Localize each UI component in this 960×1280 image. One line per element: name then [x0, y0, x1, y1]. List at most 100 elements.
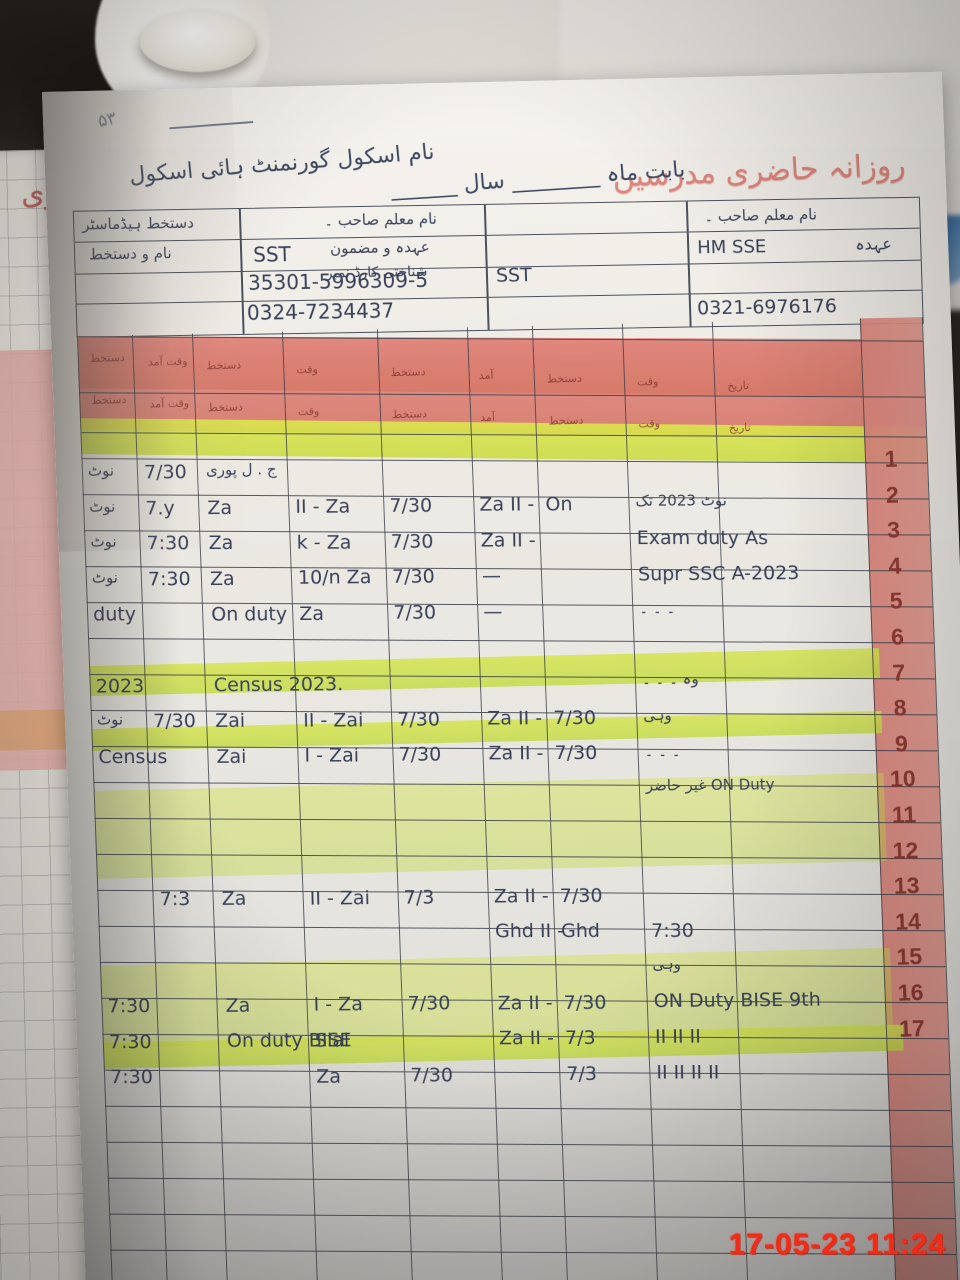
cell-r3-c2: 7:30	[147, 567, 191, 591]
cell-r15-c7: 7/30	[563, 991, 607, 1014]
info-label-teacher-name: نام معلم صاحب ۔	[323, 209, 438, 230]
white-cap-knob	[140, 12, 255, 72]
row-number-6: 6	[890, 623, 905, 650]
cell-r1-c1: نوٹ	[89, 497, 116, 516]
column-header-b-8: تاریخ	[728, 420, 751, 435]
cell-r4-c4: Za	[299, 602, 325, 625]
column-header-b-4: دستخط	[391, 407, 428, 421]
page-corner-mark: ۵۳	[95, 108, 119, 133]
register-page: ۵۳ روزانہ حاضری مدرسین بابت ماہ ________…	[42, 71, 960, 1280]
column-header-4: دستخط	[390, 365, 426, 379]
cell-r16-c1: 7:30	[108, 1030, 152, 1053]
cell-r13-c7: Ghd	[560, 920, 601, 943]
cell-r4-c8: ۔ ۔ ۔	[639, 599, 676, 618]
column-header-5: آمد	[478, 368, 494, 383]
cell-r3-c8: Supr SSC A-2023	[637, 561, 800, 585]
row-number-7: 7	[891, 659, 906, 686]
cell-r17-c5: 7/30	[410, 1063, 454, 1086]
column-header-b-3: وقت	[297, 404, 320, 418]
cell-r2-c1: نوٹ	[90, 532, 117, 551]
cell-r0-c1: نوٹ	[87, 461, 115, 480]
cell-r9-c8: ON Duty غیر حاضر	[645, 775, 775, 795]
info-label-teacher-name-2: نام معلم صاحب ۔	[704, 205, 818, 226]
cell-r15-c3: Za	[225, 994, 251, 1017]
cell-r12-c4: II - Zai	[309, 886, 371, 910]
cell-r8-c6: Za II -	[488, 742, 544, 765]
cell-r13-c8: 7:30	[650, 919, 695, 942]
info-designation-2: SST	[495, 264, 533, 287]
row-number-8: 8	[893, 694, 908, 721]
cell-r8-c5: 7/30	[398, 743, 442, 766]
cell-r15-c1: 7:30	[107, 994, 151, 1018]
cell-r7-c6: Za II -	[487, 706, 543, 730]
cell-r7-c5: 7/30	[397, 708, 441, 731]
cell-r3-c6: —	[481, 565, 502, 588]
grid-hline-24	[109, 1213, 955, 1220]
row-number-13: 13	[893, 872, 920, 899]
row-number-14: 14	[894, 907, 922, 935]
cell-r4-c6: —	[483, 600, 503, 623]
grid-hline-20	[103, 1069, 950, 1076]
cell-r7-c1: نوٹ	[96, 710, 124, 729]
column-header-7: وقت	[636, 375, 659, 389]
cell-r8-c8: ۔ ۔ ۔	[644, 741, 681, 760]
row-number-3: 3	[886, 516, 901, 544]
info-designation-1: SST	[252, 242, 292, 267]
cell-r8-c3: Zai	[216, 745, 247, 768]
column-header-0: دستخط	[89, 351, 126, 365]
cell-r15-c5: 7/30	[407, 992, 451, 1015]
cell-r7-c7: 7/30	[553, 706, 597, 729]
cell-r8-c1: Census	[98, 745, 168, 768]
cell-r8-c7: 7/30	[554, 742, 598, 765]
cell-r13-c6: Ghd II -	[494, 920, 565, 943]
cell-r0-c2: 7/30	[143, 461, 187, 484]
info-label-name-signature: نام و دستخط	[88, 244, 172, 264]
info-label-hm-signature: دستخط ہیڈماسٹر	[81, 213, 195, 234]
cell-r6-c3: Census 2023.	[213, 672, 344, 697]
row-number-11: 11	[891, 801, 917, 828]
cell-r6-c1: 2023	[95, 674, 145, 698]
column-header-6: دستخط	[546, 371, 583, 386]
camera-timestamp: 17-05-23 11:24	[728, 1228, 946, 1261]
cell-r16-c6: Za II -	[498, 1027, 555, 1050]
row-number-17: 17	[898, 1014, 926, 1042]
cell-r1-c7: On	[545, 493, 573, 516]
cell-r1-c4: II - Za	[295, 495, 351, 518]
cell-r3-c1: نوٹ	[91, 568, 119, 587]
cell-r1-c2: 7.y	[145, 497, 175, 520]
cell-r12-c2: 7:3	[159, 888, 191, 911]
cell-r3-c3: Za	[209, 567, 235, 591]
cell-r17-c7: 7/3	[566, 1062, 598, 1085]
cell-r7-c3: Zai	[214, 710, 246, 733]
row-number-1: 1	[884, 445, 898, 472]
cell-r1-c6: Za II -	[479, 493, 535, 516]
column-header-b-5: آمد	[479, 410, 496, 425]
cell-r4-c5: 7/30	[393, 601, 437, 624]
register-paper: ۵۳ روزانہ حاضری مدرسین بابت ماہ ________…	[42, 71, 960, 1280]
cell-r4-c3: On duty	[211, 602, 288, 626]
column-header-1: وقت آمد	[147, 354, 188, 369]
cell-r4-c1: duty	[92, 603, 137, 626]
cell-r2-c3: Za	[208, 532, 234, 555]
cell-r2-c5: 7/30	[390, 530, 434, 553]
info-label-designation-2: عہدہ	[854, 234, 893, 254]
title-underline	[169, 121, 254, 130]
info-designation-3: HM SSE	[696, 236, 767, 259]
cell-r2-c6: Za II -	[480, 529, 536, 552]
row-number-15: 15	[896, 943, 923, 971]
cell-r1-c8: نوٹ 2023 تک	[635, 491, 727, 511]
row-number-2: 2	[885, 481, 900, 508]
row-number-12: 12	[892, 836, 919, 864]
column-header-3: وقت	[296, 362, 318, 376]
row-number-5: 5	[889, 587, 904, 615]
grid-hline-23	[107, 1177, 954, 1184]
column-header-b-2: دستخط	[207, 400, 243, 415]
row-number-9: 9	[894, 730, 909, 757]
highlight-band-top	[79, 418, 928, 464]
highlight-band-row6	[89, 648, 881, 697]
cell-r16-c4: Sial	[314, 1029, 350, 1052]
info-phone-2: 0321-6976176	[696, 295, 838, 320]
column-header-b-6: دستخط	[548, 413, 584, 428]
cell-r7-c4: II - Zai	[302, 708, 364, 732]
cell-r1-c3: Za	[207, 496, 233, 519]
